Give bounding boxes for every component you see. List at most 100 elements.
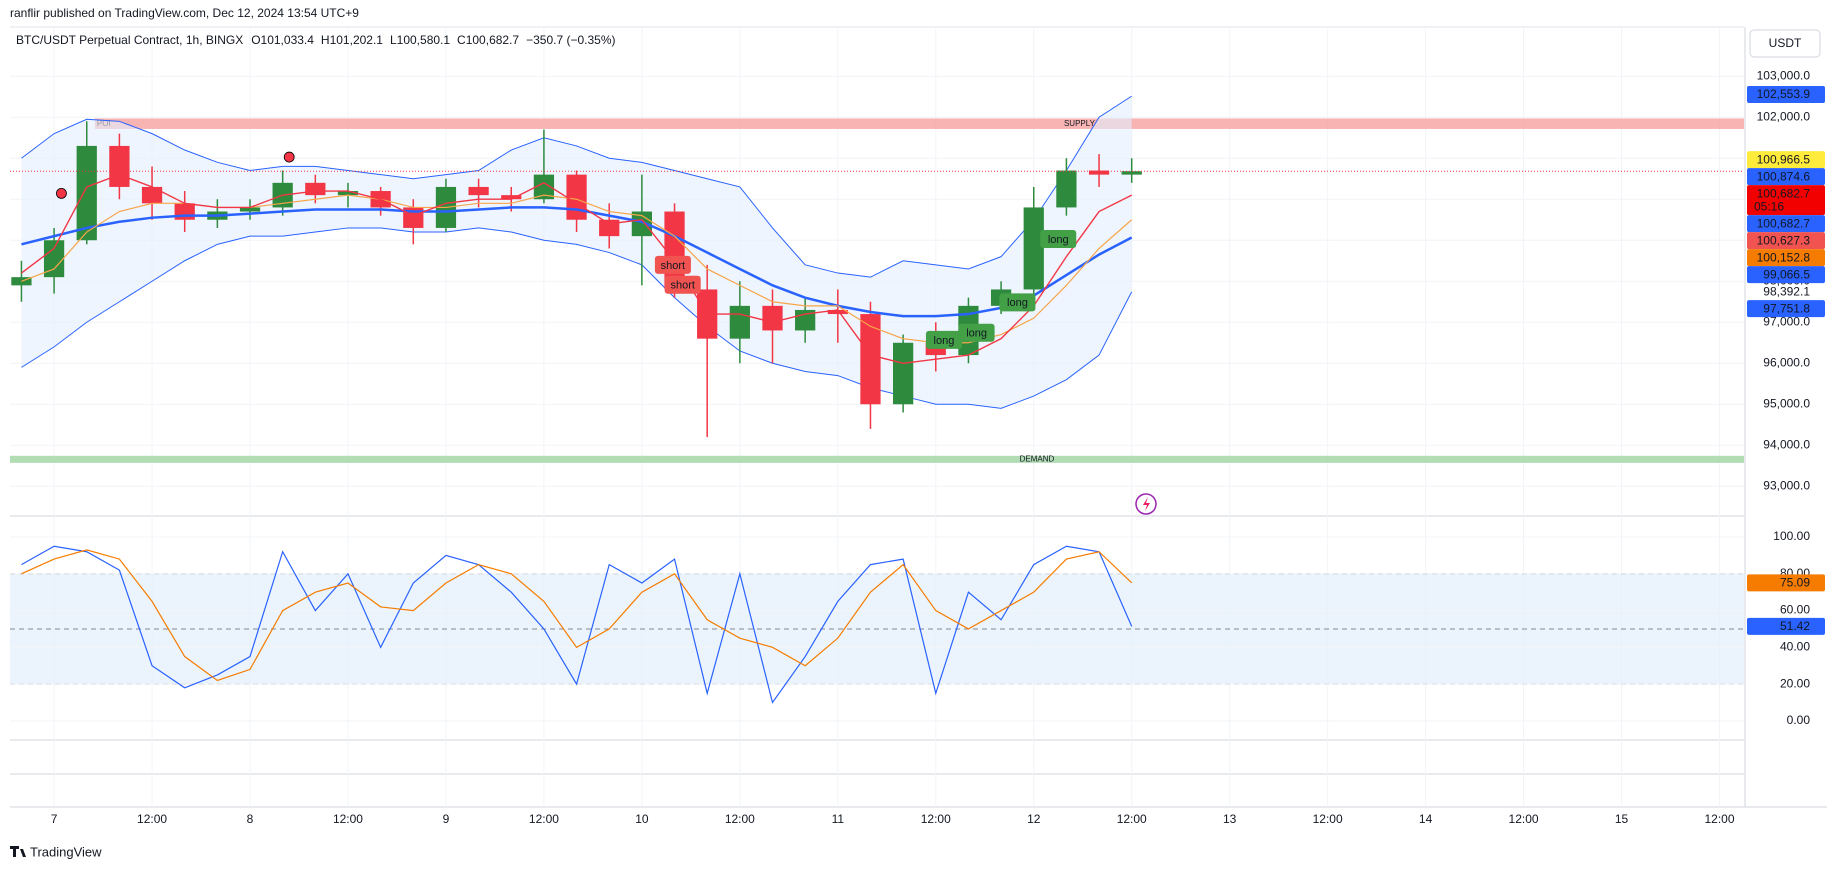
- candle-body: [729, 305, 750, 339]
- band-upper: [21, 95, 1132, 278]
- x-tick-label: 10: [635, 812, 649, 826]
- y-tick-label: 95,000.0: [1763, 396, 1810, 410]
- signal-text: long: [934, 335, 955, 347]
- candle-body: [305, 182, 326, 196]
- x-tick-label: 12:00: [1509, 812, 1539, 826]
- x-tick-label: 7: [51, 812, 58, 826]
- signal-label: [1040, 230, 1077, 249]
- candle-body: [1023, 207, 1044, 290]
- candle-body: [11, 277, 32, 286]
- signal-label: [654, 255, 691, 274]
- price-badge-text: 100,966.5: [1757, 152, 1811, 166]
- candle-body: [109, 145, 130, 187]
- candle-body: [827, 309, 848, 315]
- signal-label: [925, 330, 962, 349]
- price-badge-text: 100,152.8: [1757, 250, 1811, 264]
- candle-body: [468, 186, 489, 196]
- price-badge: [1747, 300, 1825, 318]
- candle-body: [1056, 170, 1077, 208]
- x-tick-label: 12:00: [725, 812, 755, 826]
- y-tick-label: 0.00: [1787, 713, 1811, 727]
- signal-dot: [283, 151, 295, 163]
- signal-text: long: [966, 328, 987, 340]
- candle-body: [599, 219, 620, 237]
- axis-layer: 7 12:00 8 12:00 9 12:00 10 12:00 11 12:00 12 12:00 1…: [51, 68, 1825, 826]
- x-tick-label: 12: [1027, 812, 1041, 826]
- x-tick-label: 12:00: [1313, 812, 1343, 826]
- signal-label: [999, 293, 1036, 312]
- currency[interactable]: USDT: [1769, 36, 1802, 50]
- publisher: ranflir published on TradingView.com, De…: [10, 6, 359, 20]
- y-tick-label: 103,000.0: [1757, 68, 1811, 82]
- price-badge: [1747, 617, 1825, 635]
- candle-body: [43, 240, 65, 278]
- ohlc-value: O101,033.4: [251, 33, 314, 47]
- y-tick-label: 60.00: [1780, 603, 1810, 617]
- candle-body: [1121, 171, 1142, 175]
- y-tick-label: 96,000.0: [1763, 355, 1810, 369]
- x-tick-label: 8: [247, 812, 254, 826]
- price-badge-text: 100,682.7: [1757, 216, 1811, 230]
- y-tick-label: 94,000.0: [1763, 437, 1810, 451]
- signal-text: short: [661, 260, 685, 272]
- price-badge: [1747, 232, 1825, 250]
- price-badge: [1747, 266, 1825, 284]
- candle-body: [239, 207, 261, 212]
- candle-body: [337, 191, 359, 196]
- price-badge-text: 100,874.6: [1757, 169, 1811, 183]
- stoch-line: [21, 545, 1133, 704]
- price-badge: [1747, 168, 1825, 186]
- price-badge-text: 51.42: [1780, 619, 1810, 633]
- indicator-line: [21, 173, 1133, 364]
- price-badge: [1747, 86, 1825, 104]
- x-tick-label: 9: [443, 812, 450, 826]
- ohlc-value: L100,580.1: [390, 33, 450, 47]
- band-layer: [21, 95, 1133, 409]
- ann-layer: short short long long long long: [56, 151, 1077, 349]
- candle-body: [893, 342, 914, 405]
- x-tick-label: 15: [1615, 812, 1629, 826]
- x-tick-label: 12:00: [137, 812, 167, 826]
- brand: TradingView: [30, 844, 102, 859]
- y-tick-label: 102,000.0: [1757, 109, 1811, 123]
- x-tick-label: 11: [832, 812, 845, 826]
- zone-label: SUPPLY: [1064, 119, 1096, 128]
- candle-body: [631, 211, 653, 237]
- zone-label: DEMAND: [1020, 454, 1055, 463]
- price-badge: [1747, 185, 1825, 216]
- price-badge: [1747, 151, 1825, 169]
- candle-body: [76, 145, 97, 241]
- currency-button[interactable]: [1749, 29, 1821, 58]
- x-tick-label: 12:00: [529, 812, 559, 826]
- signal-label: [664, 275, 701, 294]
- price-badge-text: 100,627.3: [1757, 233, 1811, 247]
- alert-icon[interactable]: [1135, 493, 1157, 515]
- candle-body: [501, 195, 522, 200]
- x-tick-label: 12:00: [921, 812, 951, 826]
- price-badge: [1747, 574, 1825, 592]
- alert-icon-bolt: [1143, 497, 1150, 511]
- zone: [94, 118, 1745, 129]
- price-badge: [1747, 249, 1825, 267]
- zone: [10, 455, 1744, 463]
- band-lower: [21, 227, 1133, 409]
- x-tick-label: 12:00: [333, 812, 363, 826]
- ohlc-value: −350.7 (−0.35%): [526, 33, 615, 47]
- indicator-line: [21, 206, 1133, 318]
- candle-body: [533, 174, 555, 200]
- countdown: 05:16: [1754, 199, 1784, 213]
- signal-text: long: [1048, 234, 1069, 246]
- band-fill: [21, 96, 1132, 409]
- candle-body: [141, 186, 163, 204]
- price-badge-text: 102,553.9: [1757, 87, 1811, 101]
- y-tick-label: 93,000.0: [1763, 478, 1810, 492]
- y-tick-label: 97,000.0: [1763, 314, 1810, 328]
- x-tick-label: 12:00: [1704, 812, 1734, 826]
- y-tick-label: 100.00: [1773, 529, 1810, 543]
- candle-body: [762, 305, 783, 331]
- x-tick-label: 14: [1419, 812, 1433, 826]
- price-badge: [1747, 215, 1825, 233]
- candle-body: [860, 314, 881, 405]
- stoch-line: [21, 549, 1133, 682]
